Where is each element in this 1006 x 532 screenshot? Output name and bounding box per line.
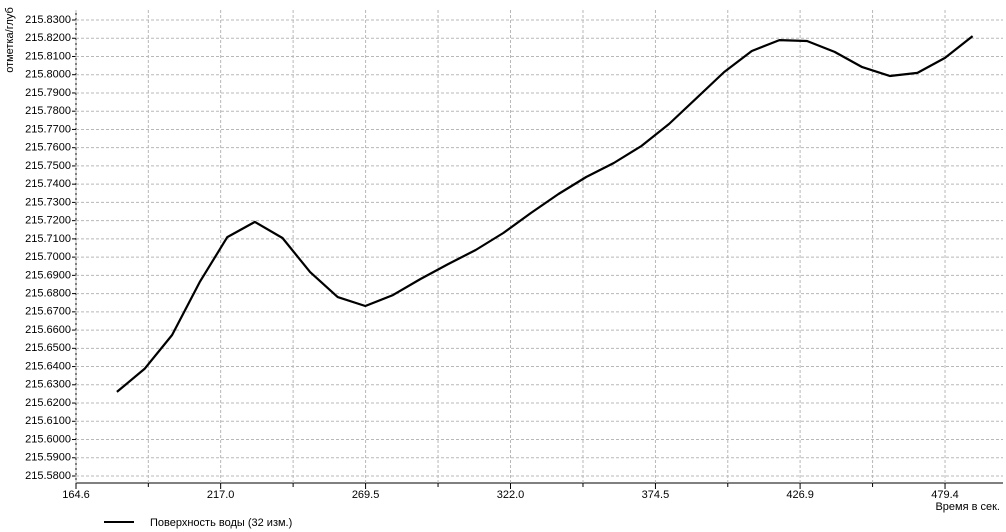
y-tick-label: 215.6200 bbox=[25, 397, 71, 409]
y-tick-label: 215.7700 bbox=[25, 123, 71, 135]
y-tick-label: 215.6700 bbox=[25, 306, 71, 318]
x-tick-label: 164.6 bbox=[62, 489, 90, 501]
y-tick-label: 215.8100 bbox=[25, 50, 71, 62]
y-tick-label: 215.7800 bbox=[25, 105, 71, 117]
y-tick-label: 215.6100 bbox=[25, 415, 71, 427]
y-tick-label: 215.7000 bbox=[25, 251, 71, 263]
y-tick-label: 215.8300 bbox=[25, 14, 71, 26]
data-line bbox=[116, 35, 974, 393]
y-tick-label: 215.6300 bbox=[25, 379, 71, 391]
y-tick-label: 215.6600 bbox=[25, 324, 71, 336]
x-tick-label: 217.0 bbox=[207, 489, 235, 501]
x-axis-label: Время в сек. bbox=[935, 501, 1000, 513]
x-tick-label: 269.5 bbox=[352, 489, 380, 501]
y-tick-label: 215.7600 bbox=[25, 142, 71, 154]
y-tick-label: 215.7100 bbox=[25, 233, 71, 245]
x-tick-label: 479.4 bbox=[931, 489, 959, 501]
x-tick-label: 374.5 bbox=[642, 489, 670, 501]
legend-label: Поверхность воды (32 изм.) bbox=[150, 517, 292, 529]
x-tick-label: 426.9 bbox=[786, 489, 814, 501]
y-tick-label: 215.7200 bbox=[25, 215, 71, 227]
y-tick-label: 215.7300 bbox=[25, 196, 71, 208]
y-tick-label: 215.8200 bbox=[25, 32, 71, 44]
y-tick-label: 215.6500 bbox=[25, 342, 71, 354]
y-tick-label: 215.7900 bbox=[25, 87, 71, 99]
y-tick-label: 215.6900 bbox=[25, 269, 71, 281]
y-tick-label: 215.6400 bbox=[25, 360, 71, 372]
y-tick-label: 215.6000 bbox=[25, 433, 71, 445]
y-axis-label: отметка/глуб bbox=[4, 7, 16, 73]
y-tick-label: 215.7500 bbox=[25, 160, 71, 172]
x-tick-label: 322.0 bbox=[497, 489, 525, 501]
y-tick-label: 215.7400 bbox=[25, 178, 71, 190]
y-tick-label: 215.8000 bbox=[25, 69, 71, 81]
y-tick-label: 215.5800 bbox=[25, 470, 71, 482]
y-tick-label: 215.5900 bbox=[25, 452, 71, 464]
y-tick-label: 215.6800 bbox=[25, 288, 71, 300]
